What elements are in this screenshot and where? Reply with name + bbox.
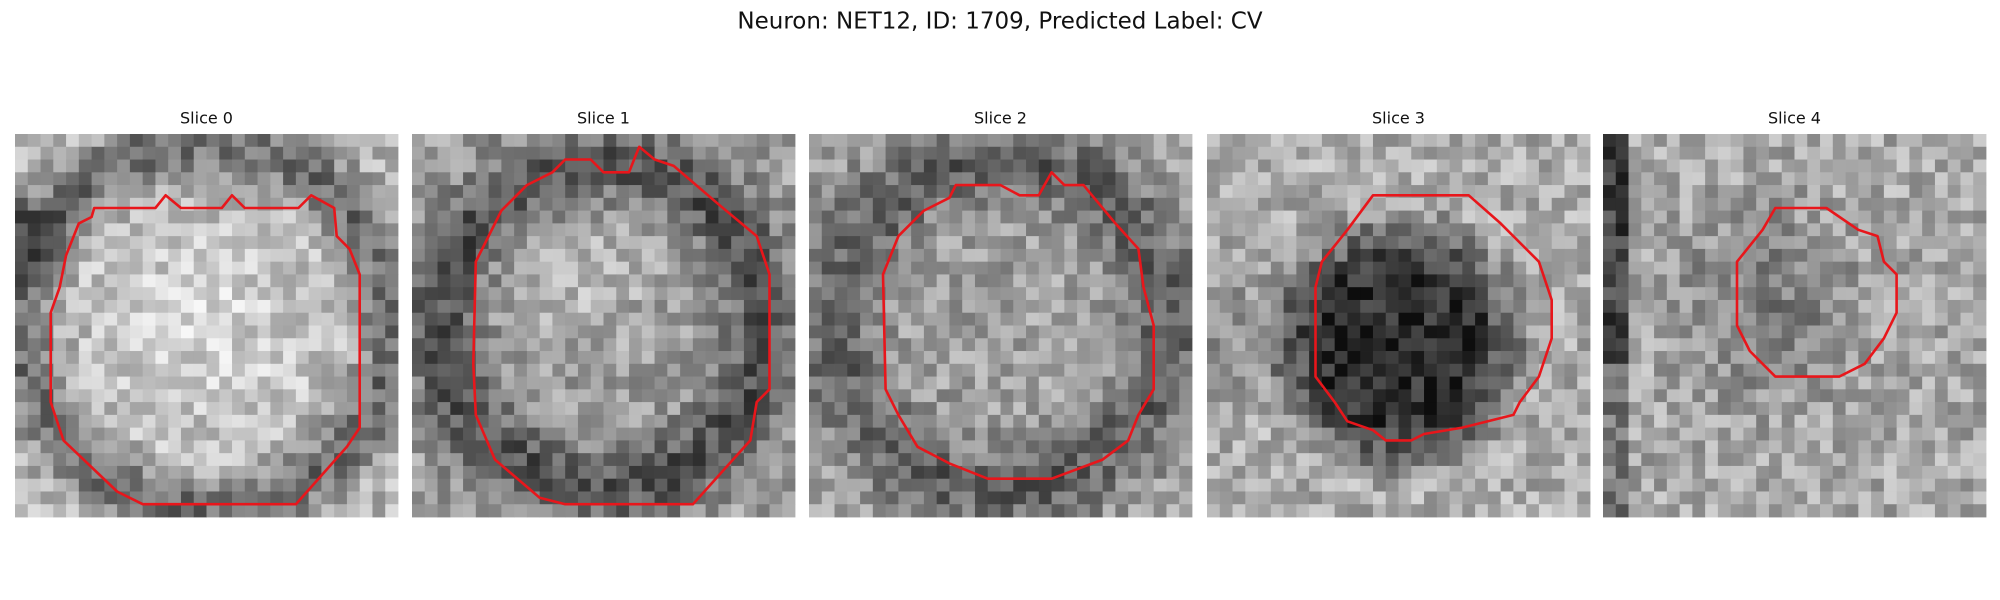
panel-title: Slice 3 (1372, 109, 1425, 128)
panel-title: Slice 0 (180, 109, 233, 128)
slice-image (1603, 134, 1987, 518)
roi-contour (1735, 206, 1898, 378)
slice-image (15, 134, 399, 518)
slice-image (809, 134, 1193, 518)
slice-image (1207, 134, 1591, 518)
figure-title: Neuron: NET12, ID: 1709, Predicted Label… (737, 9, 1262, 35)
roi-contour (49, 194, 362, 506)
panel-title: Slice 1 (577, 109, 630, 128)
roi-contour (471, 145, 771, 506)
slice-image (412, 134, 796, 518)
roi-contour (881, 171, 1155, 481)
roi-contour (1314, 194, 1553, 442)
panel-title: Slice 4 (1768, 109, 1821, 128)
panel-title: Slice 2 (974, 109, 1027, 128)
